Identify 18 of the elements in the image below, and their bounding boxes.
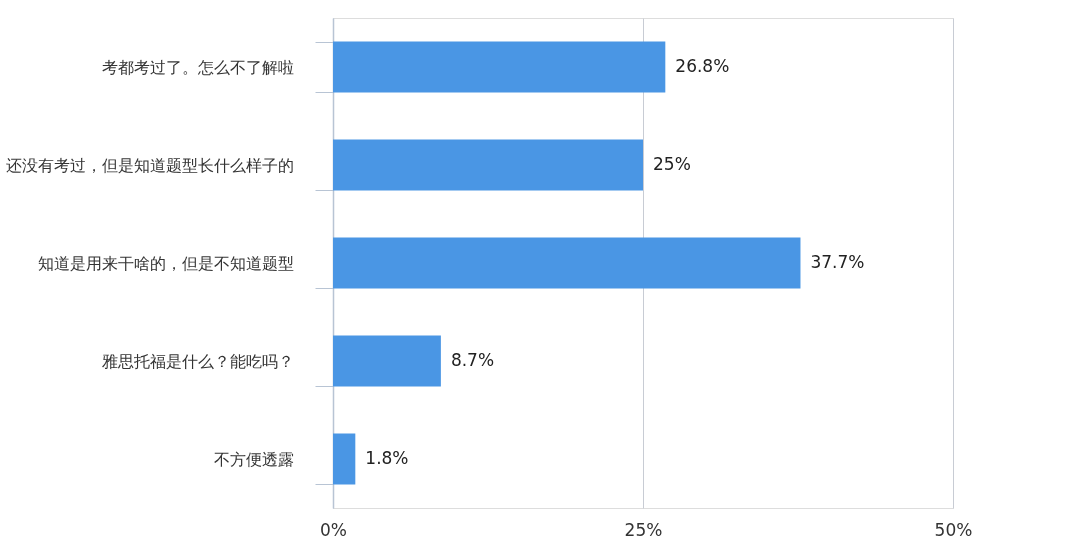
bar (333, 433, 356, 485)
bar (333, 335, 441, 387)
data-label: 8.7% (450, 350, 495, 370)
bar (333, 139, 643, 191)
data-label: 25% (653, 154, 691, 174)
data-label: 37.7% (810, 252, 865, 272)
data-label: 26.8% (675, 56, 730, 76)
y-tick-label: 知道是用来干啥的，但是不知道题型 (37, 253, 294, 273)
y-tick-label: 还没有考过，但是知道题型长什么样子的 (5, 155, 294, 175)
y-tick-label: 不方便透露 (213, 449, 294, 469)
x-tick-label: 25% (624, 519, 663, 540)
bar (333, 237, 801, 289)
y-tick-label: 考都考过了。怎么不了解啦 (101, 57, 294, 77)
y-tick-label: 雅思托福是什么？能吃吗？ (101, 351, 294, 371)
bar (333, 41, 666, 93)
x-tick-label: 50% (934, 519, 973, 540)
data-label: 1.8% (365, 448, 409, 468)
x-tick-label: 0% (320, 519, 347, 540)
